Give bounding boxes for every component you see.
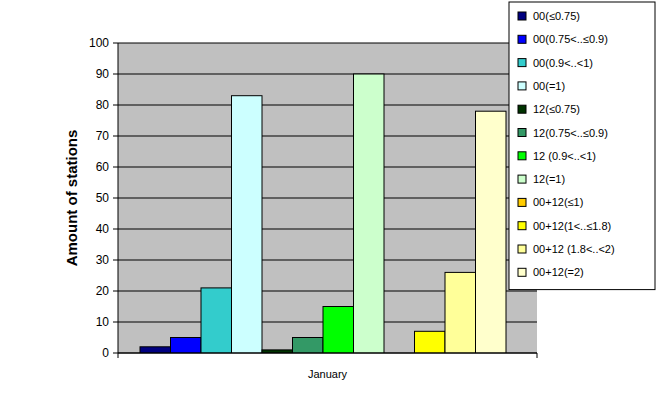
bars	[140, 74, 506, 353]
legend-label: 00(≤0.75)	[533, 10, 580, 22]
grid-line	[118, 136, 537, 137]
bar	[323, 307, 354, 354]
y-tick-label: 70	[96, 129, 110, 143]
bar	[293, 338, 324, 354]
legend-label: 12(≤0.75)	[533, 103, 580, 115]
y-tick-label: 0	[102, 346, 109, 360]
legend-swatch	[518, 105, 526, 113]
plot-area	[118, 43, 537, 353]
bar	[445, 272, 476, 353]
x-tick	[537, 353, 538, 358]
legend-label: 00+12(≤1)	[533, 196, 583, 208]
y-tick-label: 100	[89, 36, 109, 50]
y-axis-title: Amount of stations	[63, 130, 80, 267]
bar	[171, 338, 202, 354]
legend-label: 00+12(=2)	[533, 266, 584, 278]
y-tick	[113, 136, 118, 137]
grid-line	[118, 260, 537, 261]
y-tick	[113, 198, 118, 199]
legend-swatch	[518, 175, 526, 183]
legend	[509, 2, 655, 290]
legend-label: 00(0.9<..<1)	[533, 57, 593, 69]
y-tick	[113, 353, 118, 354]
chart-svg: 0 10 20 30 40 50 60 70 80 90 100 Amount of stations…	[0, 0, 667, 415]
y-tick-label: 60	[96, 160, 110, 174]
y-tick	[113, 229, 118, 230]
legend-swatch	[518, 268, 526, 276]
y-tick	[113, 105, 118, 106]
legend-label: 00(0.75<..≤0.9)	[533, 33, 608, 45]
y-axis	[118, 43, 119, 353]
x-tick	[118, 353, 119, 358]
grid-line	[118, 198, 537, 199]
legend-swatch	[518, 82, 526, 90]
legend-swatch	[518, 59, 526, 67]
legend-swatch	[518, 12, 526, 20]
y-tick-label: 90	[96, 67, 110, 81]
x-tick-label: January	[308, 368, 348, 380]
y-tick-label: 80	[96, 98, 110, 112]
y-tick	[113, 43, 118, 44]
y-tick	[113, 260, 118, 261]
grid-line	[118, 353, 537, 354]
y-tick-label: 30	[96, 253, 110, 267]
legend-swatch	[518, 152, 526, 160]
legend-label: 12(0.75<..≤0.9)	[533, 127, 608, 139]
legend-label: 00+12(1<..≤1.8)	[533, 220, 611, 232]
y-tick-label: 50	[96, 191, 110, 205]
legend-label: 00(=1)	[533, 80, 565, 92]
y-tick	[113, 322, 118, 323]
legend-label: 12(=1)	[533, 173, 565, 185]
grid-line	[118, 167, 537, 168]
grid-line	[118, 74, 537, 75]
grid-line	[118, 43, 537, 44]
grid-line	[118, 229, 537, 230]
x-axis	[118, 353, 537, 354]
y-tick-label: 40	[96, 222, 110, 236]
y-tick-label: 10	[96, 315, 110, 329]
chart-container: 0 10 20 30 40 50 60 70 80 90 100 Amount of stations…	[0, 0, 667, 415]
legend-swatch	[518, 198, 526, 206]
legend-swatch	[518, 222, 526, 230]
y-tick	[113, 291, 118, 292]
legend-swatch	[518, 245, 526, 253]
grid-line	[118, 105, 537, 106]
bar	[476, 111, 507, 353]
legend-swatch	[518, 35, 526, 43]
bar	[201, 288, 232, 353]
bar	[140, 347, 171, 353]
bar	[232, 96, 263, 353]
y-tick-label: 20	[96, 284, 110, 298]
legend-label: 12 (0.9<..<1)	[533, 150, 596, 162]
bar	[354, 74, 385, 353]
legend-label: 00+12 (1.8<..<2)	[533, 243, 615, 255]
y-tick	[113, 74, 118, 75]
legend-swatch	[518, 129, 526, 137]
y-tick	[113, 167, 118, 168]
bar	[415, 331, 446, 353]
